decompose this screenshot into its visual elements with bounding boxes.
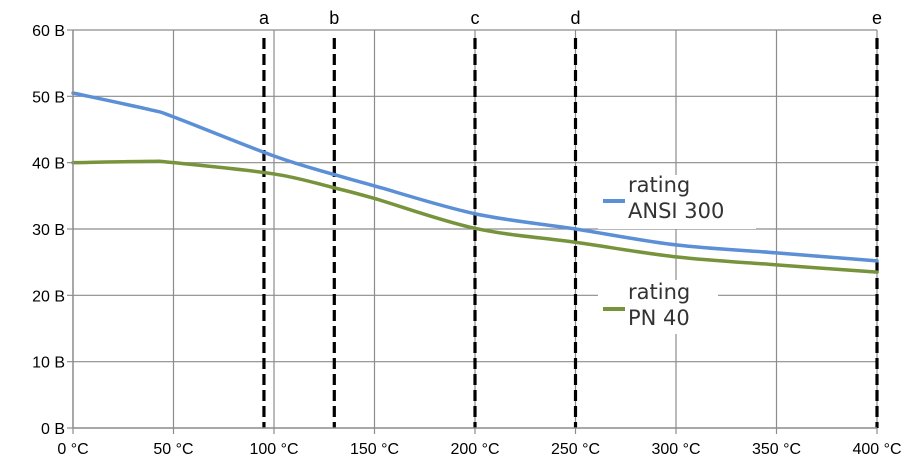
series-lines xyxy=(71,91,879,274)
x-tick-label: 350 °C xyxy=(752,441,801,458)
y-tick-label: 30 B xyxy=(32,222,65,239)
series-line-pn-40 xyxy=(71,159,879,274)
x-tick-label: 0 °C xyxy=(57,441,88,458)
y-tick-label: 50 B xyxy=(32,89,65,106)
y-tick-label: 40 B xyxy=(32,156,65,173)
x-tick-label: 150 °C xyxy=(350,441,399,458)
reference-label-b: b xyxy=(329,8,339,28)
reference-label-d: d xyxy=(570,8,580,28)
x-tick-label: 100 °C xyxy=(249,441,298,458)
y-tick-label: 10 B xyxy=(32,355,65,372)
reference-lines: a b c d e xyxy=(259,8,882,428)
legend-label-ansi-300-line2: ANSI 300 xyxy=(628,199,724,223)
axes: 0 B 10 B 20 B 30 B 40 B 50 B 60 B 0 °C 50 °C 100 … xyxy=(32,23,901,458)
y-tick-label: 0 B xyxy=(41,421,65,438)
x-tick-label: 250 °C xyxy=(551,441,600,458)
legend-label-pn-40-line1: rating xyxy=(628,280,690,304)
reference-label-a: a xyxy=(259,8,270,28)
series-line-ansi-300 xyxy=(71,91,879,263)
y-tick-label: 60 B xyxy=(32,23,65,40)
legend-label-ansi-300-line1: rating xyxy=(628,173,690,197)
y-tick-label: 20 B xyxy=(32,288,65,305)
x-tick-label: 50 °C xyxy=(153,441,193,458)
x-tick-label: 200 °C xyxy=(450,441,499,458)
reference-label-e: e xyxy=(872,8,882,28)
x-tick-label: 300 °C xyxy=(651,441,700,458)
x-tick-label: 400 °C xyxy=(852,441,901,458)
reference-label-c: c xyxy=(471,8,480,28)
legend-label-pn-40-line2: PN 40 xyxy=(628,306,690,330)
